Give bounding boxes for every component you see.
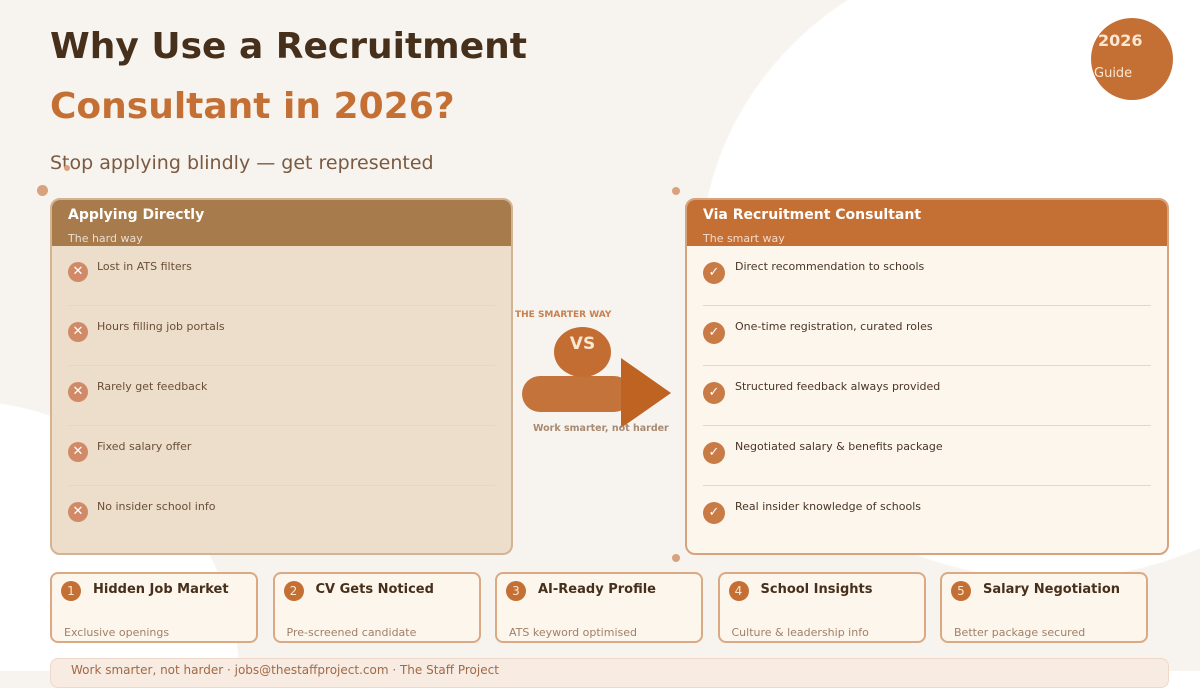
feature-card: 1 Hidden Job Market Exclusive openings (50, 572, 258, 643)
decor-dot (672, 554, 680, 562)
card-header: Applying Directly The hard way (52, 200, 511, 246)
list-item: ✓ Structured feedback always provided (703, 366, 1151, 426)
x-circle-icon: ✕ (68, 382, 88, 402)
smarter-way-label: THE SMARTER WAY (515, 310, 612, 320)
x-circle-icon: ✕ (68, 322, 88, 342)
feature-title: AI-Ready Profile (538, 582, 656, 597)
x-circle-icon: ✕ (68, 502, 88, 522)
list-item: ✓ Real insider knowledge of schools (703, 486, 1151, 546)
applying-directly-card: Applying Directly The hard way ✕ Lost in … (50, 198, 513, 555)
pro-list: ✓ Direct recommendation to schools ✓ One-ti… (687, 246, 1167, 546)
feature-card: 5 Salary Negotiation Better package secure… (940, 572, 1148, 643)
list-item-text: Structured feedback always provided (735, 380, 941, 393)
card-subtitle: The smart way (703, 232, 785, 245)
list-item: ✕ No insider school info (68, 486, 495, 546)
arrow-right-icon (621, 358, 671, 428)
feature-title: Salary Negotiation (983, 582, 1121, 597)
check-circle-icon: ✓ (703, 502, 725, 524)
footer: Work smarter, not harder · jobs@thestaff… (50, 658, 1169, 688)
list-item: ✓ Negotiated salary & benefits package (703, 426, 1151, 486)
feature-card: 4 School Insights Culture & leadership inf… (717, 572, 926, 643)
list-item-text: Real insider knowledge of schools (735, 500, 922, 513)
list-item-text: Direct recommendation to schools (735, 260, 925, 273)
page-subtitle: Stop applying blindly — get represented (50, 152, 434, 174)
feature-desc: Culture & leadership info (731, 626, 869, 639)
list-item-text: One-time registration, curated roles (735, 320, 933, 333)
list-item: ✓ One-time registration, curated roles (703, 306, 1151, 366)
list-item: ✕ Fixed salary offer (68, 426, 495, 486)
feature-title: Hidden Job Market (93, 582, 229, 597)
list-item: ✕ Lost in ATS filters (68, 246, 495, 306)
recruitment-consultant-card: Via Recruitment Consultant The smart way… (685, 198, 1169, 555)
card-title: Applying Directly (68, 207, 205, 223)
list-item-text: Rarely get feedback (97, 380, 208, 393)
year-badge: 2026 Guide (1091, 18, 1173, 100)
feature-number: 1 (61, 581, 81, 601)
feature-desc: Exclusive openings (64, 626, 170, 639)
list-item: ✓ Direct recommendation to schools (703, 246, 1151, 306)
feature-title: School Insights (760, 582, 873, 597)
list-item-text: Negotiated salary & benefits package (735, 440, 943, 453)
decor-dot (37, 185, 48, 196)
feature-number: 3 (506, 581, 526, 601)
feature-number: 4 (728, 581, 749, 601)
badge-label: Guide (1094, 66, 1133, 81)
x-circle-icon: ✕ (68, 262, 88, 282)
card-title: Via Recruitment Consultant (703, 207, 922, 223)
feature-number: 2 (283, 581, 304, 601)
card-header: Via Recruitment Consultant The smart way (687, 200, 1167, 246)
page-title: Why Use a Recruitment (50, 26, 527, 67)
feature-desc: ATS keyword optimised (509, 626, 637, 639)
decor-dot (672, 187, 680, 195)
feature-desc: Better package secured (954, 626, 1086, 639)
badge-year: 2026 (1098, 31, 1143, 50)
check-circle-icon: ✓ (703, 382, 725, 404)
list-item-text: Lost in ATS filters (97, 260, 192, 273)
decor-dot (64, 165, 70, 171)
check-circle-icon: ✓ (703, 442, 725, 464)
feature-card: 3 AI-Ready Profile ATS keyword optimised (495, 572, 703, 643)
feature-title: CV Gets Noticed (315, 582, 434, 597)
check-circle-icon: ✓ (703, 322, 725, 344)
feature-card: 2 CV Gets Noticed Pre-screened candidate (272, 572, 481, 643)
page-title-accent: Consultant in 2026? (50, 86, 455, 127)
card-subtitle: The hard way (68, 232, 143, 245)
list-item: ✕ Rarely get feedback (68, 366, 495, 426)
con-list: ✕ Lost in ATS filters ✕ Hours filling job p… (52, 246, 511, 546)
check-circle-icon: ✓ (703, 262, 725, 284)
list-item-text: Fixed salary offer (97, 440, 192, 453)
feature-desc: Pre-screened candidate (286, 626, 417, 639)
feature-number: 5 (951, 581, 971, 601)
tagline: Work smarter, not harder (533, 423, 669, 434)
list-item-text: No insider school info (97, 500, 216, 513)
arrow-shaft (522, 376, 632, 412)
list-item-text: Hours filling job portals (97, 320, 225, 333)
x-circle-icon: ✕ (68, 442, 88, 462)
vs-badge: VS (554, 327, 611, 377)
list-item: ✕ Hours filling job portals (68, 306, 495, 366)
